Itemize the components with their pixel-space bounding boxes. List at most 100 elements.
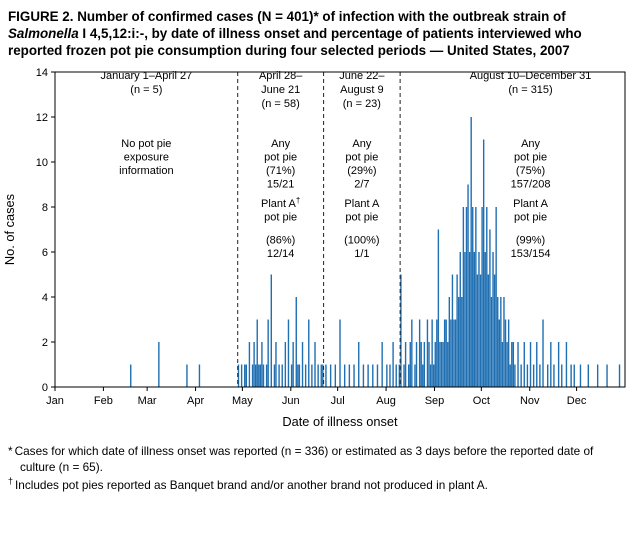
case-bar: [500, 297, 502, 388]
period-note: Any: [521, 138, 540, 150]
case-bar: [514, 364, 516, 388]
case-bar: [420, 342, 422, 388]
case-bar: [415, 342, 418, 388]
case-bar: [295, 297, 297, 388]
case-bar: [465, 207, 468, 388]
period-note: Plant A†: [261, 196, 300, 210]
case-bar: [436, 319, 438, 388]
x-tick-label: Jun: [282, 395, 300, 407]
case-bar: [258, 364, 260, 388]
figure-title-text-2: I 4,5,12:i:-, by date of illness onset a…: [8, 26, 582, 59]
case-bar: [253, 342, 255, 388]
x-tick-label: Mar: [138, 395, 157, 407]
case-bar: [587, 364, 589, 388]
case-bar: [311, 364, 313, 388]
case-bar: [447, 342, 449, 388]
case-bar: [440, 342, 443, 388]
case-bar: [570, 364, 572, 388]
y-tick-label: 6: [42, 247, 48, 259]
y-tick-label: 4: [42, 292, 48, 304]
x-tick-label: Nov: [520, 395, 540, 407]
case-bar: [457, 297, 460, 388]
y-tick-label: 10: [36, 157, 48, 169]
case-bar: [237, 364, 240, 388]
case-bar: [259, 364, 262, 388]
case-bar: [547, 364, 549, 388]
case-bar: [403, 364, 405, 388]
case-bar: [503, 297, 505, 388]
case-bar: [251, 364, 254, 388]
x-tick-label: Apr: [187, 395, 204, 407]
case-bar: [529, 342, 532, 388]
y-tick-label: 12: [36, 112, 48, 124]
period-label: January 1–April 27: [100, 70, 192, 82]
case-bar: [386, 364, 388, 388]
case-bar: [304, 364, 307, 388]
case-bar: [557, 342, 560, 388]
case-bar: [130, 364, 132, 388]
case-bar: [317, 364, 319, 388]
period-label: April 28–: [259, 70, 303, 82]
period-note: exposure: [124, 152, 169, 164]
case-bar: [439, 342, 441, 388]
case-bar: [270, 274, 272, 388]
case-bar: [462, 207, 465, 388]
figure-title: FIGURE 2. Number of confirmed cases (N =…: [0, 0, 641, 59]
case-bar: [245, 364, 247, 388]
case-bar: [442, 342, 444, 388]
period-label: June 22–: [339, 70, 385, 82]
case-bar: [445, 319, 447, 388]
case-bar: [539, 364, 541, 388]
case-bar: [287, 319, 290, 388]
case-bar: [476, 274, 479, 388]
case-bar: [372, 364, 374, 388]
case-bar: [290, 364, 293, 388]
period-note: 15/21: [267, 179, 295, 191]
case-bar: [484, 252, 486, 388]
case-bar: [561, 364, 563, 388]
case-bar: [398, 364, 401, 388]
x-tick-label: Dec: [567, 395, 587, 407]
case-bar: [511, 342, 513, 388]
case-bar: [456, 274, 458, 388]
period-note: pot pie: [345, 212, 378, 224]
case-bar: [451, 274, 454, 388]
x-tick-label: Jul: [331, 395, 345, 407]
case-bar: [473, 252, 475, 388]
period-note: pot pie: [264, 152, 297, 164]
plot-border: [54, 71, 626, 388]
period-note: Plant A: [513, 198, 549, 210]
x-tick-label: Feb: [94, 395, 113, 407]
case-bar: [298, 364, 301, 388]
case-bar: [322, 364, 324, 388]
case-bar: [262, 364, 265, 388]
case-bar: [395, 364, 397, 388]
case-bar: [429, 364, 432, 388]
case-bar: [261, 342, 263, 388]
case-bar: [244, 364, 246, 388]
case-bar: [400, 274, 402, 388]
case-bar: [453, 319, 455, 388]
case-bar: [497, 297, 499, 388]
case-bar: [517, 342, 519, 388]
period-note: Any: [352, 138, 371, 150]
case-bar: [512, 342, 515, 388]
case-bar: [343, 364, 346, 388]
case-bar: [523, 342, 525, 388]
case-bar: [526, 364, 529, 388]
y-tick-label: 2: [42, 337, 48, 349]
asterisk-marker: *: [8, 444, 13, 459]
case-bar: [472, 207, 474, 388]
case-bar: [267, 319, 269, 388]
case-bar: [478, 252, 480, 388]
case-bar: [434, 342, 436, 388]
case-bar: [482, 139, 485, 388]
case-bar: [493, 274, 496, 388]
case-bar: [461, 297, 463, 388]
case-bar: [334, 364, 337, 388]
footnote-dagger: † Includes pot pies reported as Banquet b…: [8, 476, 629, 493]
case-bar: [278, 364, 280, 388]
period-note: pot pie: [514, 152, 547, 164]
case-bar: [532, 364, 535, 388]
case-bar: [431, 319, 433, 388]
